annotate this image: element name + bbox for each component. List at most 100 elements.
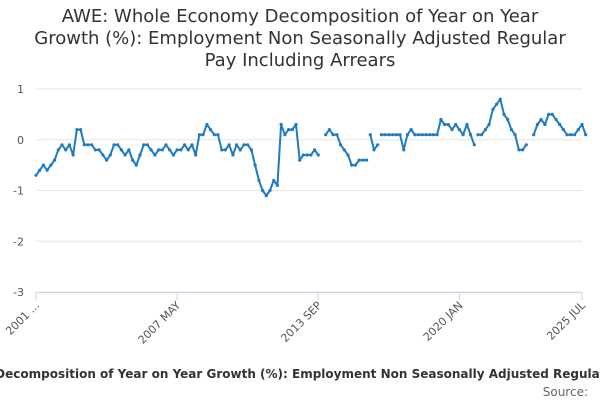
data-point[interactable] xyxy=(164,143,168,147)
data-point[interactable] xyxy=(212,133,216,137)
data-point[interactable] xyxy=(335,133,339,137)
data-point[interactable] xyxy=(123,153,127,157)
data-point[interactable] xyxy=(298,158,302,162)
data-point[interactable] xyxy=(506,117,510,122)
data-point[interactable] xyxy=(342,148,346,152)
data-point[interactable] xyxy=(86,143,90,147)
data-point[interactable] xyxy=(339,143,343,147)
data-point[interactable] xyxy=(517,148,521,152)
data-point[interactable] xyxy=(313,148,317,152)
data-point[interactable] xyxy=(249,148,253,152)
data-point[interactable] xyxy=(498,97,502,101)
data-point[interactable] xyxy=(272,178,276,182)
data-point[interactable] xyxy=(142,143,146,147)
data-point[interactable] xyxy=(197,133,201,137)
data-point[interactable] xyxy=(521,148,525,152)
data-point[interactable] xyxy=(238,148,242,152)
data-point[interactable] xyxy=(368,133,372,137)
data-point[interactable] xyxy=(97,148,101,152)
data-point[interactable] xyxy=(413,133,417,137)
data-point[interactable] xyxy=(398,133,402,137)
data-point[interactable] xyxy=(569,133,573,137)
data-point[interactable] xyxy=(231,153,235,157)
data-point[interactable] xyxy=(379,133,383,137)
data-point[interactable] xyxy=(443,122,447,127)
data-point[interactable] xyxy=(350,163,354,167)
data-point[interactable] xyxy=(194,153,198,157)
data-point[interactable] xyxy=(53,158,57,162)
data-point[interactable] xyxy=(491,107,495,111)
data-point[interactable] xyxy=(457,128,461,132)
credits-label[interactable]: Source: xyxy=(543,385,588,399)
data-point[interactable] xyxy=(524,143,528,147)
data-point[interactable] xyxy=(495,102,499,106)
data-point[interactable] xyxy=(450,128,454,132)
data-point[interactable] xyxy=(175,148,179,152)
data-point[interactable] xyxy=(476,133,480,137)
data-point[interactable] xyxy=(316,153,320,157)
data-point[interactable] xyxy=(268,188,272,193)
data-point[interactable] xyxy=(216,133,220,137)
data-point[interactable] xyxy=(283,133,287,137)
data-point[interactable] xyxy=(153,153,157,157)
data-point[interactable] xyxy=(82,143,86,147)
data-point[interactable] xyxy=(573,133,577,137)
data-point[interactable] xyxy=(190,143,194,147)
data-point[interactable] xyxy=(561,128,566,132)
data-point[interactable] xyxy=(353,163,357,167)
data-point[interactable] xyxy=(112,143,116,147)
data-point[interactable] xyxy=(71,153,75,157)
data-point[interactable] xyxy=(424,133,428,137)
data-point[interactable] xyxy=(253,163,257,167)
data-point[interactable] xyxy=(394,133,398,137)
data-point[interactable] xyxy=(56,148,60,152)
data-point[interactable] xyxy=(454,122,458,127)
data-point[interactable] xyxy=(183,143,187,147)
data-point[interactable] xyxy=(305,153,309,157)
data-point[interactable] xyxy=(41,163,46,167)
data-point[interactable] xyxy=(483,128,487,132)
data-point[interactable] xyxy=(431,133,435,137)
data-point[interactable] xyxy=(127,148,131,152)
data-point[interactable] xyxy=(116,143,120,147)
data-point[interactable] xyxy=(387,133,391,137)
series-line-group[interactable] xyxy=(34,97,588,198)
data-point[interactable] xyxy=(372,148,376,152)
data-point[interactable] xyxy=(60,143,64,147)
data-point[interactable] xyxy=(502,112,506,116)
data-point[interactable] xyxy=(38,168,42,172)
data-point[interactable] xyxy=(480,133,484,137)
data-point[interactable] xyxy=(119,148,123,152)
data-point[interactable] xyxy=(446,122,450,127)
data-point[interactable] xyxy=(157,148,161,152)
data-point[interactable] xyxy=(565,133,569,137)
data-point[interactable] xyxy=(547,112,551,116)
data-point[interactable] xyxy=(465,122,469,127)
data-point[interactable] xyxy=(275,183,279,187)
data-point[interactable] xyxy=(49,163,53,167)
data-point[interactable] xyxy=(417,133,421,137)
data-point[interactable] xyxy=(580,122,584,127)
data-point[interactable] xyxy=(357,158,361,162)
data-point[interactable] xyxy=(420,133,424,137)
data-point[interactable] xyxy=(287,128,291,132)
data-point[interactable] xyxy=(242,143,246,147)
data-point[interactable] xyxy=(209,128,213,132)
data-point[interactable] xyxy=(201,133,205,137)
data-point[interactable] xyxy=(257,178,261,182)
data-point[interactable] xyxy=(376,143,380,147)
data-point[interactable] xyxy=(145,143,149,147)
data-point[interactable] xyxy=(435,133,439,137)
data-point[interactable] xyxy=(134,163,138,167)
data-point[interactable] xyxy=(309,153,313,157)
data-point[interactable] xyxy=(539,117,543,122)
data-point[interactable] xyxy=(346,153,350,157)
data-point[interactable] xyxy=(235,143,239,147)
data-point[interactable] xyxy=(535,122,540,127)
data-point[interactable] xyxy=(365,158,369,162)
data-point[interactable] xyxy=(186,148,190,152)
series-line[interactable] xyxy=(369,134,379,151)
data-point[interactable] xyxy=(554,117,558,122)
data-point[interactable] xyxy=(472,143,476,147)
data-point[interactable] xyxy=(93,148,97,152)
